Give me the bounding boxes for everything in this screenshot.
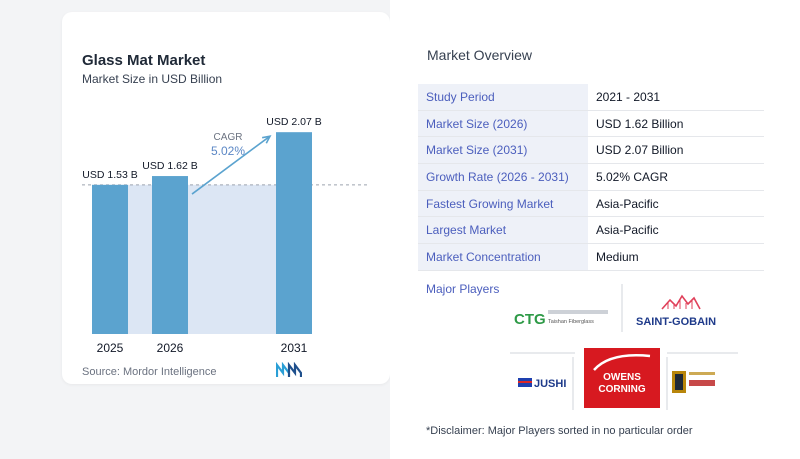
mordor-logo-icon xyxy=(276,362,302,377)
bar-chart: USD 1.53 B 2025 USD 1.62 B 2026 USD 2.07 B 20… xyxy=(82,116,370,355)
value-label: USD 1.53 B xyxy=(82,169,137,181)
overview-row: Largest Market Asia-Pacific xyxy=(418,217,764,245)
chart-card: Glass Mat Market Market Size in USD Bill… xyxy=(62,12,390,384)
overview-label: Growth Rate (2026 - 2031) xyxy=(418,164,588,190)
saint-gobain-logo-text: SAINT-GOBAIN xyxy=(636,316,716,328)
overview-value: Asia-Pacific xyxy=(596,223,659,238)
overview-value: 2021 - 2031 xyxy=(596,89,661,104)
overview-row: Market Concentration Medium xyxy=(418,244,764,271)
major-players-logos: CTG Taishan Fiberglass SAINT-GOBAIN JUSH… xyxy=(510,284,738,410)
overview-row: Market Size (2026) USD 1.62 Billion xyxy=(418,110,764,138)
category-label: 2025 xyxy=(97,341,124,355)
overview-table: Study Period 2021 - 2031 Market Size (202… xyxy=(418,84,764,271)
overview-value: Medium xyxy=(596,249,639,264)
chart-subtitle: Market Size in USD Billion xyxy=(82,72,223,86)
growth-shade-area xyxy=(128,184,276,334)
overview-label: Study Period xyxy=(418,84,588,110)
saint-gobain-logo: SAINT-GOBAIN xyxy=(636,294,716,328)
category-label: 2026 xyxy=(157,341,184,355)
jushi-logo-text: JUSHI xyxy=(534,378,566,390)
chart-title: Glass Mat Market xyxy=(82,52,206,69)
overview-value: Asia-Pacific xyxy=(596,196,659,211)
overview-label: Largest Market xyxy=(418,217,588,244)
bar-2026 xyxy=(152,176,188,334)
overview-label: Market Size (2031) xyxy=(418,137,588,164)
ctg-logo-subtext: Taishan Fiberglass xyxy=(548,319,594,325)
bar-2025 xyxy=(92,184,128,334)
cagr-value: 5.02% xyxy=(211,144,245,158)
overview-row: Growth Rate (2026 - 2031) 5.02% CAGR xyxy=(418,164,764,191)
source-note: Source: Mordor Intelligence xyxy=(82,366,217,378)
value-label: USD 1.62 B xyxy=(142,160,197,172)
owens-corning-logo: OWENS CORNING xyxy=(584,348,660,408)
overview-label: Fastest Growing Market xyxy=(418,190,588,217)
overview-label: Market Concentration xyxy=(418,244,588,270)
overview-value: USD 1.62 Billion xyxy=(596,116,684,131)
disclaimer-note: *Disclaimer: Major Players sorted in no … xyxy=(426,425,693,437)
overview-row: Fastest Growing Market Asia-Pacific xyxy=(418,190,764,218)
ctg-logo: CTG Taishan Fiberglass xyxy=(514,310,608,328)
value-label: USD 2.07 B xyxy=(266,116,321,128)
overview-title: Market Overview xyxy=(427,47,533,63)
major-players-label: Major Players xyxy=(426,282,500,296)
overview-value: 5.02% CAGR xyxy=(596,169,669,184)
cagr-label: CAGR xyxy=(214,132,243,143)
overview-panel: Market Overview Study Period 2021 - 2031 … xyxy=(390,0,800,459)
overview-row: Market Size (2031) USD 2.07 Billion xyxy=(418,137,764,165)
category-label: 2031 xyxy=(281,341,308,355)
overview-row: Study Period 2021 - 2031 xyxy=(418,84,764,111)
bar-2031 xyxy=(276,132,312,334)
overview-label: Market Size (2026) xyxy=(418,110,588,137)
corning-logo-text: CORNING xyxy=(598,384,645,395)
cagr-arrow-head xyxy=(261,135,272,144)
fifth-player-logo xyxy=(672,371,715,393)
cagr-arrow xyxy=(191,135,271,195)
ctg-logo-text: CTG xyxy=(514,311,546,328)
owens-logo-text: OWENS xyxy=(603,372,641,383)
jushi-logo: JUSHI xyxy=(518,378,566,390)
overview-value: USD 2.07 Billion xyxy=(596,143,684,158)
